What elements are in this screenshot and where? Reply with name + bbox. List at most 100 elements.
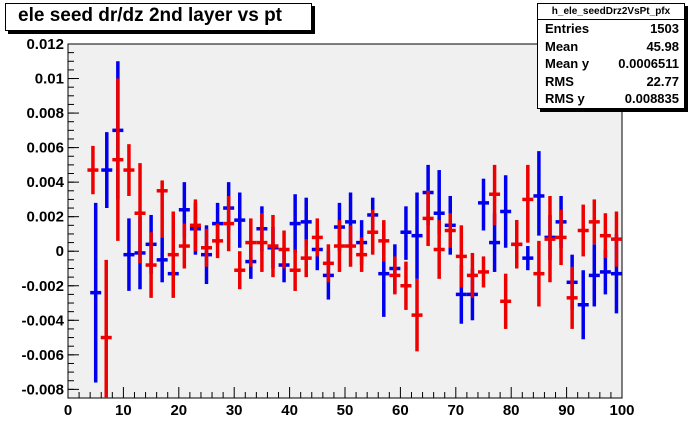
stats-row-mean: Mean 45.98 <box>538 38 684 56</box>
x-tick-label: 60 <box>392 402 409 419</box>
data-point <box>212 223 224 259</box>
data-point <box>311 218 323 257</box>
data-point <box>300 197 312 247</box>
stats-label: RMS <box>545 73 574 89</box>
data-point <box>87 145 99 195</box>
data-point <box>566 266 578 329</box>
data-point <box>533 240 545 307</box>
y-tick-label: -0.008 <box>21 381 64 398</box>
data-point <box>333 220 345 272</box>
stats-value: 1503 <box>650 21 679 36</box>
data-point <box>400 261 412 310</box>
stats-row-mean-y: Mean y 0.0006511 <box>538 55 684 73</box>
data-point <box>577 204 589 257</box>
stats-row-rms-y: RMS y 0.008835 <box>538 90 684 108</box>
x-axis: 0 10 20 30 40 50 60 70 80 90 100 <box>64 387 635 419</box>
stats-histogram-name: h_ele_seedDrz2VsPt_pfx <box>538 4 684 20</box>
x-tick-label: 20 <box>170 402 187 419</box>
data-point <box>345 225 357 267</box>
stats-row-entries: Entries 1503 <box>538 20 684 38</box>
data-point <box>544 195 556 283</box>
y-tick-label: 0.012 <box>26 36 64 53</box>
data-point <box>356 237 368 272</box>
data-point <box>588 244 600 307</box>
series-1 <box>90 61 622 383</box>
x-tick-label: 70 <box>447 402 464 419</box>
data-point <box>522 164 534 243</box>
data-point <box>610 211 622 267</box>
stats-row-rms: RMS 22.77 <box>538 73 684 91</box>
data-point <box>90 202 102 383</box>
data-point <box>278 230 290 269</box>
data-point <box>367 209 379 255</box>
data-point <box>577 270 589 340</box>
data-point <box>322 244 334 283</box>
data-point <box>156 180 168 238</box>
data-point <box>234 251 246 290</box>
x-tick-label: 100 <box>609 402 634 419</box>
stats-label: Mean <box>545 38 579 54</box>
data-point <box>489 164 501 226</box>
data-point <box>123 218 135 291</box>
data-point <box>500 273 512 329</box>
y-tick-label: 0.004 <box>26 174 64 191</box>
data-point <box>112 78 124 241</box>
y-tick-label: -0.006 <box>21 347 64 364</box>
data-point <box>478 256 489 288</box>
y-axis: -0.008 -0.006 -0.004 -0.002 0 0.002 0.004 0.006… <box>21 36 79 399</box>
stats-label: RMS y <box>545 91 585 106</box>
x-tick-label: 30 <box>226 402 243 419</box>
data-point <box>201 228 212 267</box>
data-point <box>289 194 301 253</box>
plot-title-box: ele seed dr/dz 2nd layer vs pt <box>5 3 312 31</box>
data-point <box>466 252 478 298</box>
stats-label: Mean y <box>545 56 590 71</box>
data-point <box>533 151 545 236</box>
data-point <box>245 218 257 267</box>
series-2 <box>87 78 622 398</box>
y-tick-label: 0.002 <box>26 209 64 226</box>
data-point <box>500 175 512 248</box>
stats-value: 0.008835 <box>624 91 679 106</box>
data-point <box>389 256 401 295</box>
data-point <box>511 220 523 269</box>
data-point <box>289 249 301 291</box>
stats-value: 0.0006511 <box>618 56 679 71</box>
data-point <box>123 144 135 196</box>
data-point <box>433 220 445 279</box>
data-point <box>178 223 190 269</box>
data-point <box>599 213 611 259</box>
plot-title: ele seed dr/dz 2nd layer vs pt <box>18 5 282 26</box>
data-point <box>478 178 489 231</box>
data-point <box>256 213 268 272</box>
y-tick-label: -0.002 <box>21 278 64 295</box>
data-point <box>378 220 390 262</box>
y-tick-label: 0.006 <box>26 140 64 157</box>
data-point <box>411 192 423 279</box>
data-point <box>422 190 434 247</box>
y-tick-label: 0 <box>56 243 64 260</box>
y-tick-label: 0.008 <box>26 105 64 122</box>
data-point <box>555 209 567 266</box>
data-point <box>455 225 467 288</box>
x-tick-label: 10 <box>115 402 132 419</box>
data-point <box>588 199 600 245</box>
data-point <box>100 259 112 398</box>
data-point <box>156 237 168 283</box>
data-point <box>223 195 235 252</box>
stats-box: h_ele_seedDrz2VsPt_pfx Entries 1503 Mean… <box>537 3 685 109</box>
data-point <box>267 214 279 278</box>
stats-value: 22.77 <box>646 73 679 89</box>
data-point <box>444 213 456 248</box>
data-series <box>87 61 622 398</box>
data-point <box>400 206 412 260</box>
data-point <box>101 132 113 209</box>
y-tick-label: 0.01 <box>35 71 64 88</box>
data-point <box>167 211 179 298</box>
data-point <box>522 246 534 271</box>
data-point <box>134 163 146 264</box>
x-tick-label: 80 <box>503 402 520 419</box>
stats-value: 45.98 <box>646 38 679 54</box>
data-point <box>300 239 312 278</box>
